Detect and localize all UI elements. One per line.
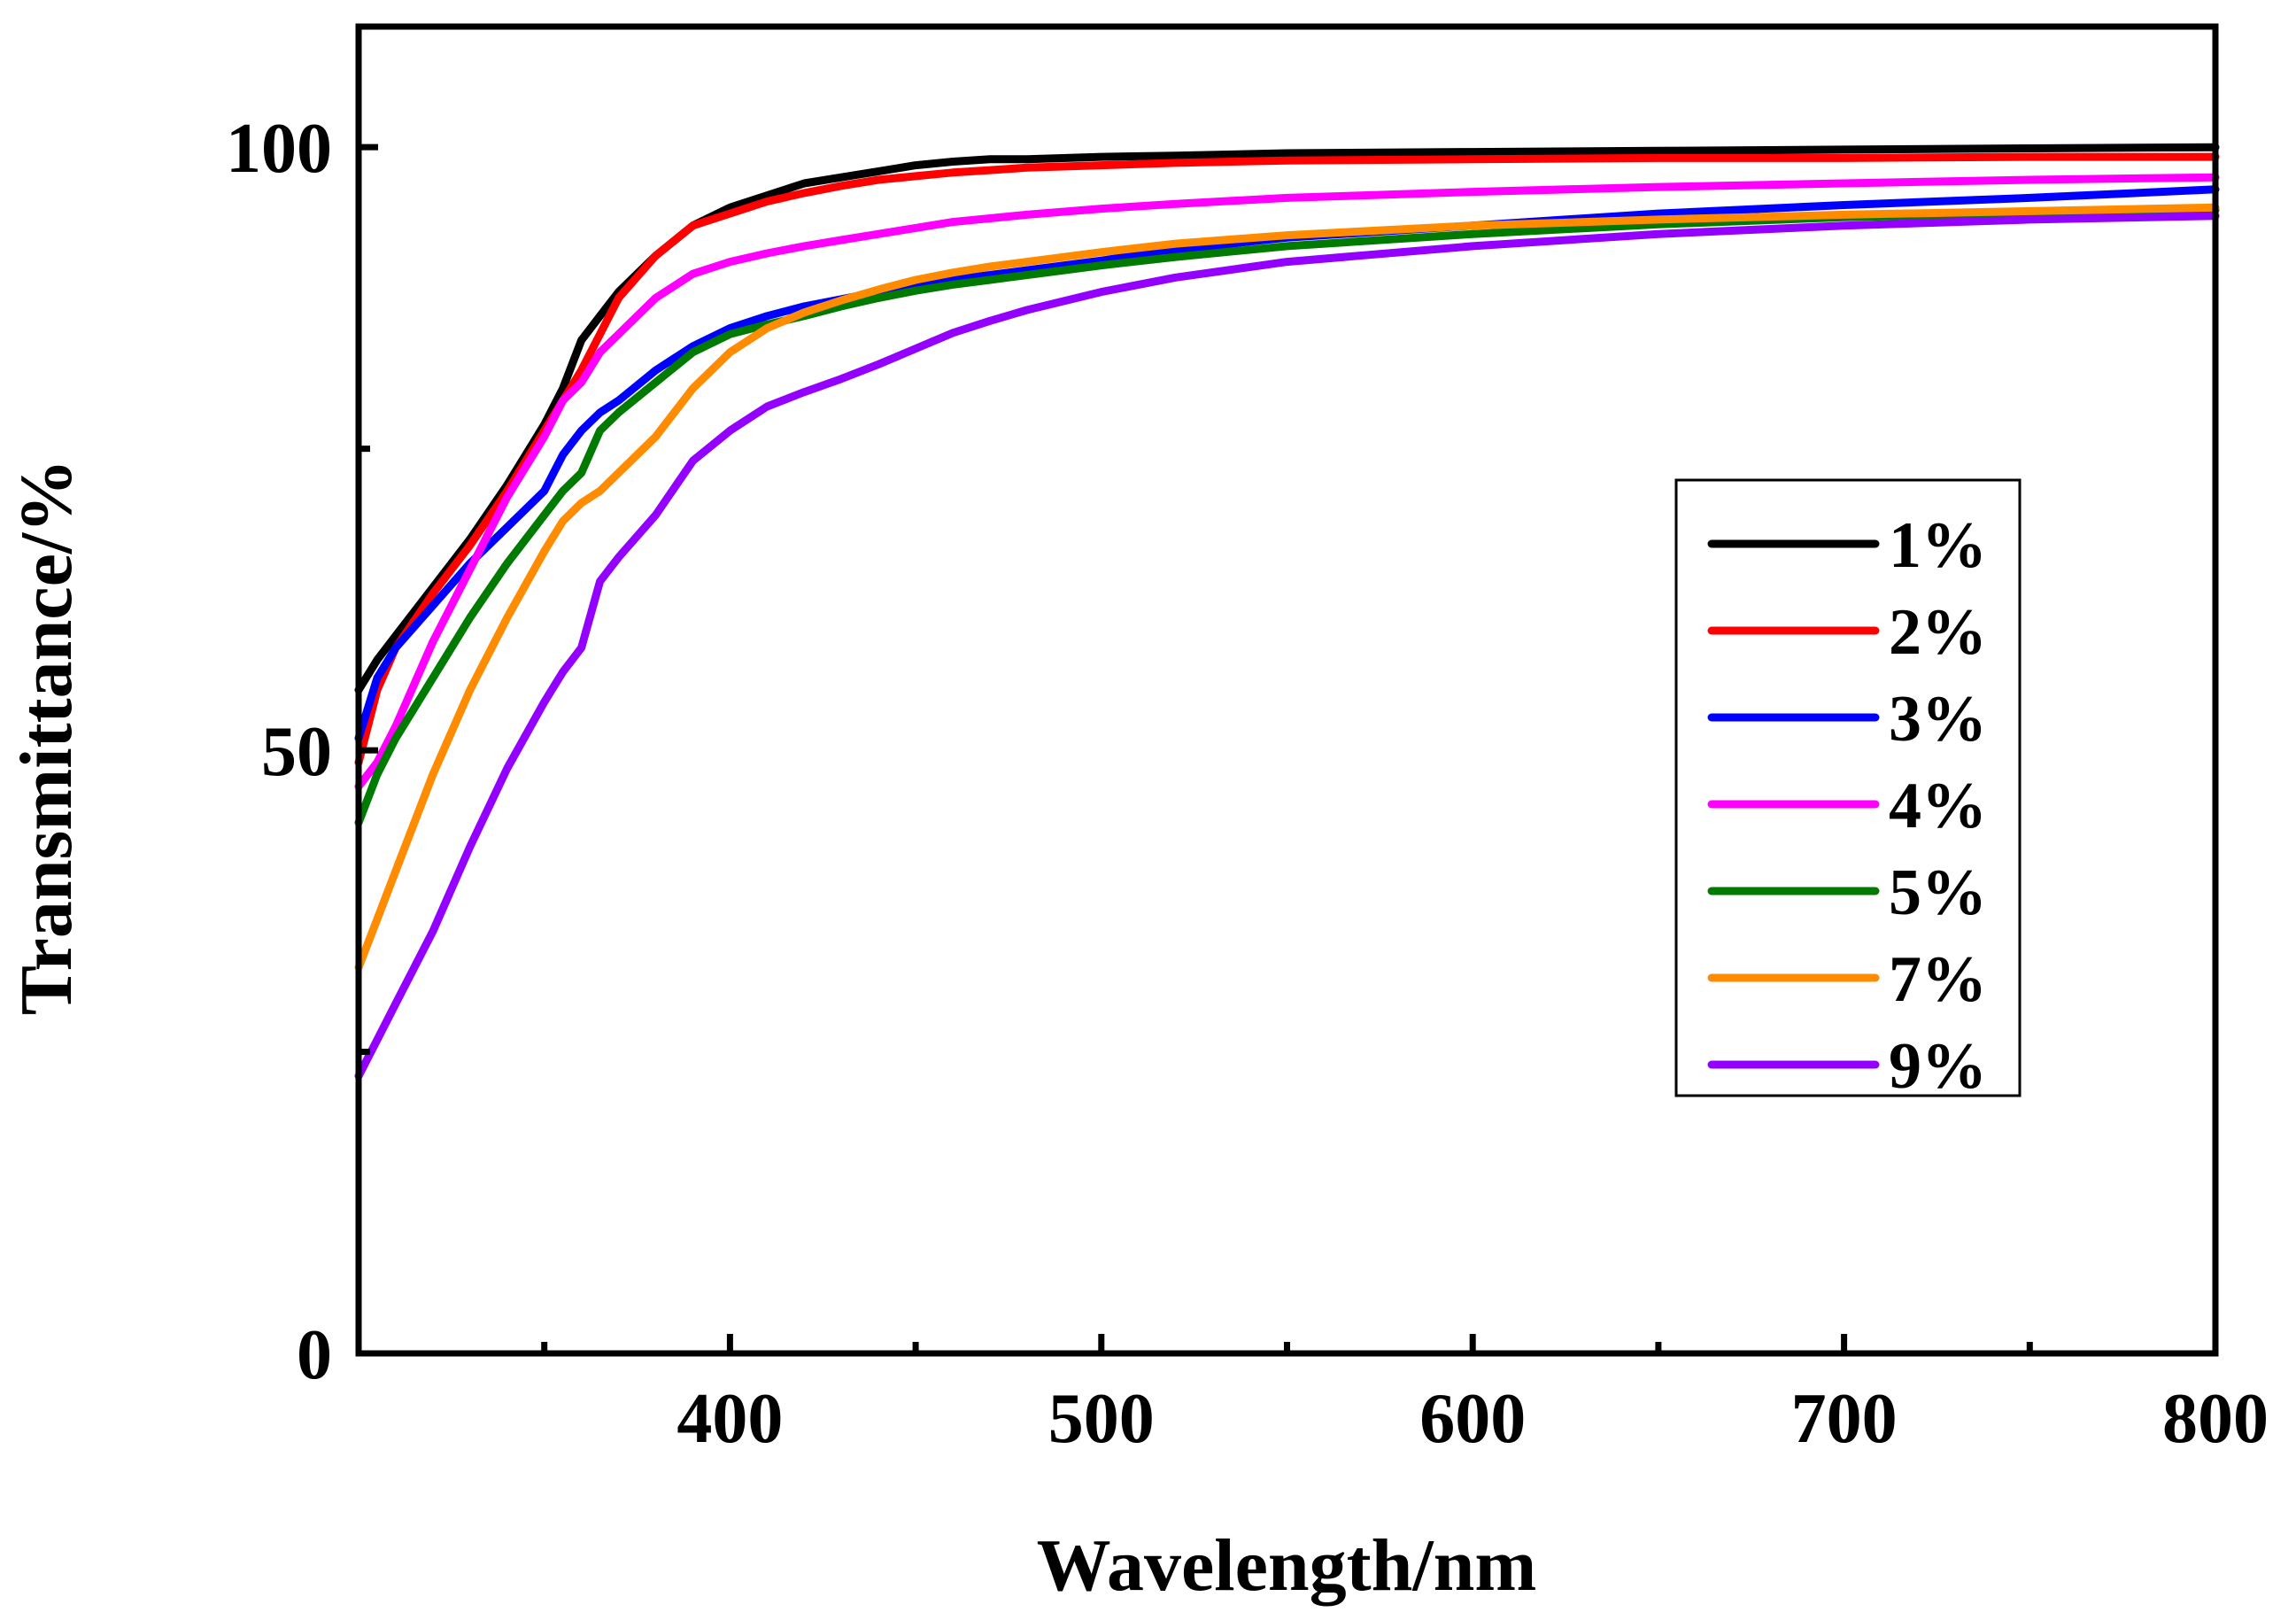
- series-line-2: [354, 152, 2220, 767]
- legend: 1% 2% 3% 4% 5% 7% 9%: [1674, 478, 2022, 1103]
- x-tick-label: 400: [676, 1380, 783, 1458]
- legend-label-2: 2%: [1889, 596, 1987, 669]
- ticks-layer: 400 500 600 700 800 0 50 100: [226, 110, 2269, 1458]
- legend-label-4: 4%: [1889, 770, 1987, 842]
- legend-frame: [1674, 478, 2022, 1097]
- legend-label-6: 7%: [1889, 943, 1987, 1016]
- legend-label-7: 9%: [1889, 1030, 1987, 1103]
- x-axis-label: Wavelength/nm: [1037, 1524, 1537, 1607]
- x-tick-label: 500: [1048, 1380, 1155, 1458]
- y-tick-label: 100: [226, 110, 332, 188]
- series-line-4: [354, 173, 2220, 791]
- series-line-6: [354, 203, 2220, 972]
- y-tick-label: 50: [261, 713, 332, 791]
- x-tick-label: 600: [1419, 1380, 1526, 1458]
- legend-label-5: 5%: [1889, 857, 1987, 929]
- series-layer: [354, 143, 2220, 1081]
- legend-label-3: 3%: [1889, 683, 1987, 756]
- legend-label-1: 1%: [1889, 509, 1987, 582]
- y-tick-label: 0: [297, 1316, 332, 1394]
- y-axis-label: Transmittance/%: [5, 459, 88, 1015]
- x-tick-label: 700: [1791, 1380, 1898, 1458]
- x-tick-label: 800: [2162, 1380, 2269, 1458]
- series-line-7: [354, 212, 2220, 1081]
